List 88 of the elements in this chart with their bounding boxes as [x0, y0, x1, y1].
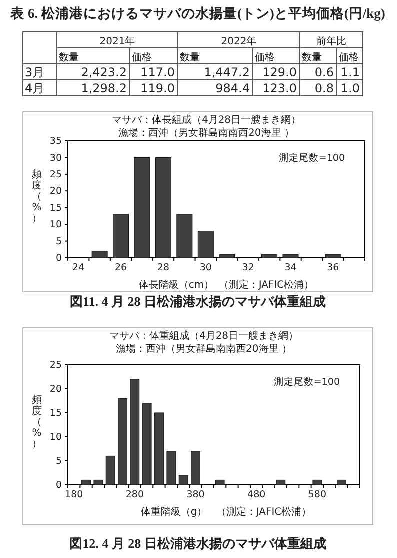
y-axis-title: 頻度（%） — [32, 394, 42, 450]
text: 117.0 — [140, 66, 175, 80]
text: 数量 — [180, 52, 200, 64]
text: 2021年 — [100, 36, 136, 48]
y-tick-label: 25 — [50, 360, 62, 372]
text: 2022年 — [221, 36, 257, 48]
bar — [82, 480, 91, 486]
x-axis-title: 体重階級（g） — [140, 506, 208, 518]
x-tick-label: 32 — [242, 262, 254, 274]
bar — [215, 480, 225, 486]
bar — [312, 480, 322, 486]
bar — [113, 214, 130, 258]
bar — [282, 254, 299, 258]
chart-title: マサバ：体長組成（4月28日一艘まき網） — [112, 114, 302, 126]
annotation: 測定尾数=100 — [274, 376, 340, 388]
caption: 図11. 4 月 28 日松浦港水揚のマサバ体重組成 — [70, 294, 326, 309]
x-tick-label: 380 — [186, 490, 205, 501]
text: 1,447.2 — [204, 66, 250, 80]
bar — [262, 254, 278, 258]
y-tick-label: 5 — [56, 236, 62, 248]
x-tick-label: 480 — [248, 490, 266, 501]
text: 984.4 — [216, 82, 250, 96]
chart-title: マサバ：体重組成（4月28日一艘まき網） — [109, 330, 299, 342]
bar — [219, 254, 236, 258]
text: 数量 — [302, 52, 322, 64]
text: 価格 — [132, 52, 152, 64]
bar — [142, 403, 152, 486]
x-tick-label: 580 — [308, 490, 326, 501]
y-tick-label: 35 — [50, 136, 62, 148]
y-tick-label: 25 — [50, 169, 62, 180]
y-tick-label: 10 — [50, 432, 62, 444]
text: （測定：JAFIC松浦） — [218, 279, 314, 291]
bar — [154, 412, 164, 486]
y-axis-title: 頻度（%） — [32, 168, 42, 224]
x-axis-title: 体長階級（cm） — [138, 279, 214, 291]
y-tick-label: 20 — [50, 384, 62, 396]
chart-subtitle: 漁場：西沖（男女群島南南西20海里 ） — [118, 127, 294, 139]
bar — [337, 480, 346, 486]
text: 数量 — [59, 52, 79, 64]
x-tick-label: 26 — [114, 262, 128, 274]
y-tick-label: 30 — [50, 152, 62, 164]
x-tick-label: 34 — [284, 262, 297, 274]
y-tick-label: 5 — [56, 456, 62, 468]
chart-subtitle: 漁場：西沖（男女群島南南西20海里 ） — [116, 343, 292, 355]
text: （測定：JAFIC松浦） — [216, 506, 312, 518]
bar — [155, 157, 172, 258]
bar — [276, 480, 286, 486]
x-tick-label: 28 — [157, 262, 170, 274]
annotation: 測定尾数=100 — [278, 152, 345, 164]
bar — [325, 254, 342, 258]
bar — [130, 379, 140, 486]
caption: 図12. 4 月 28 日松浦港水揚のマサバ体重組成 — [70, 536, 326, 551]
bar — [118, 398, 128, 486]
x-tick-label: 24 — [72, 262, 85, 274]
text: 3月 — [25, 66, 45, 80]
bar — [176, 214, 193, 258]
text: 2,423.2 — [81, 66, 127, 80]
x-tick-label: 30 — [200, 262, 212, 274]
y-tick-label: 0 — [56, 480, 62, 492]
text: 119.0 — [140, 82, 175, 96]
text: 表 6. 松浦港におけるマサバの水揚量(トン)と平均価格(円/kg) — [10, 6, 386, 21]
y-tick-label: 15 — [50, 408, 62, 420]
x-tick-label: 180 — [65, 490, 84, 501]
y-tick-label: 20 — [50, 186, 62, 198]
bar — [94, 480, 104, 486]
text: 0.6 — [314, 66, 334, 80]
text: 1.1 — [340, 66, 360, 80]
y-tick-label: 15 — [50, 202, 62, 214]
bar — [198, 231, 214, 258]
text: 価格 — [339, 52, 359, 64]
x-tick-label: 280 — [126, 490, 144, 501]
bar — [166, 451, 176, 486]
bar — [134, 157, 150, 258]
text: 4月 — [25, 82, 45, 96]
y-tick-label: 10 — [50, 220, 62, 231]
y-tick-label: 0 — [56, 253, 62, 264]
x-tick-label: 36 — [327, 262, 340, 274]
text: 価格 — [255, 52, 275, 64]
text: 0.8 — [314, 82, 334, 96]
text: 123.0 — [262, 82, 297, 96]
text: 1,298.2 — [81, 82, 127, 96]
bar — [191, 451, 200, 486]
bar — [92, 251, 108, 258]
text: 前年比 — [316, 36, 346, 48]
text: 1.0 — [340, 82, 360, 96]
bar — [178, 475, 188, 486]
bar — [106, 456, 116, 486]
text: 129.0 — [262, 66, 297, 80]
